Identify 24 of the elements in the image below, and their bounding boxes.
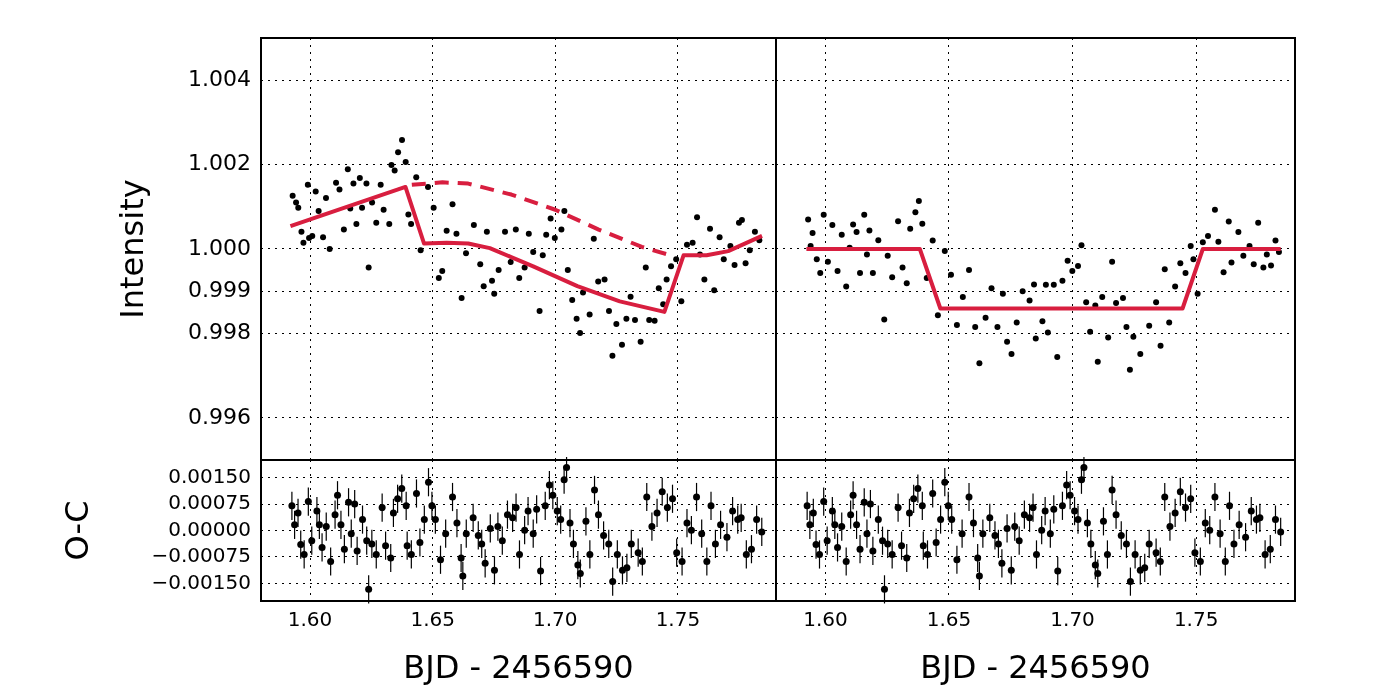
x-tick-label: 1.70 xyxy=(533,607,578,632)
x-axis-title: BJD - 2456590 xyxy=(403,648,634,687)
y-axis-title: O-C xyxy=(57,500,96,561)
x-tick-label: 1.60 xyxy=(287,607,333,632)
y-tick-label: 0.998 xyxy=(188,319,251,345)
x-tick-label: 1.60 xyxy=(803,607,848,632)
x-tick-label: 1.65 xyxy=(410,607,455,632)
x-tick-label: 1.70 xyxy=(1050,607,1095,632)
y-tick-label: −0.00075 xyxy=(151,543,251,568)
y-tick-label: 0.999 xyxy=(188,276,251,302)
y-tick-label: 0.996 xyxy=(188,403,251,429)
y-tick-label: 1.002 xyxy=(188,150,251,176)
y-tick-label: 0.00075 xyxy=(168,490,251,515)
y-tick-label: −0.00150 xyxy=(151,569,251,594)
x-tick-label: 1.75 xyxy=(1173,607,1219,632)
y-tick-label: 1.000 xyxy=(188,234,251,260)
x-axis-title: BJD - 2456590 xyxy=(920,648,1151,687)
x-tick-label: 1.65 xyxy=(926,607,972,632)
x-tick-label: 1.75 xyxy=(655,607,701,632)
y-tick-label: 0.00000 xyxy=(168,516,251,541)
y-tick-label: 1.004 xyxy=(188,65,251,91)
y-tick-label: 0.00150 xyxy=(168,463,251,488)
line-series xyxy=(409,180,670,257)
y-axis-title: Intensity xyxy=(112,179,151,319)
